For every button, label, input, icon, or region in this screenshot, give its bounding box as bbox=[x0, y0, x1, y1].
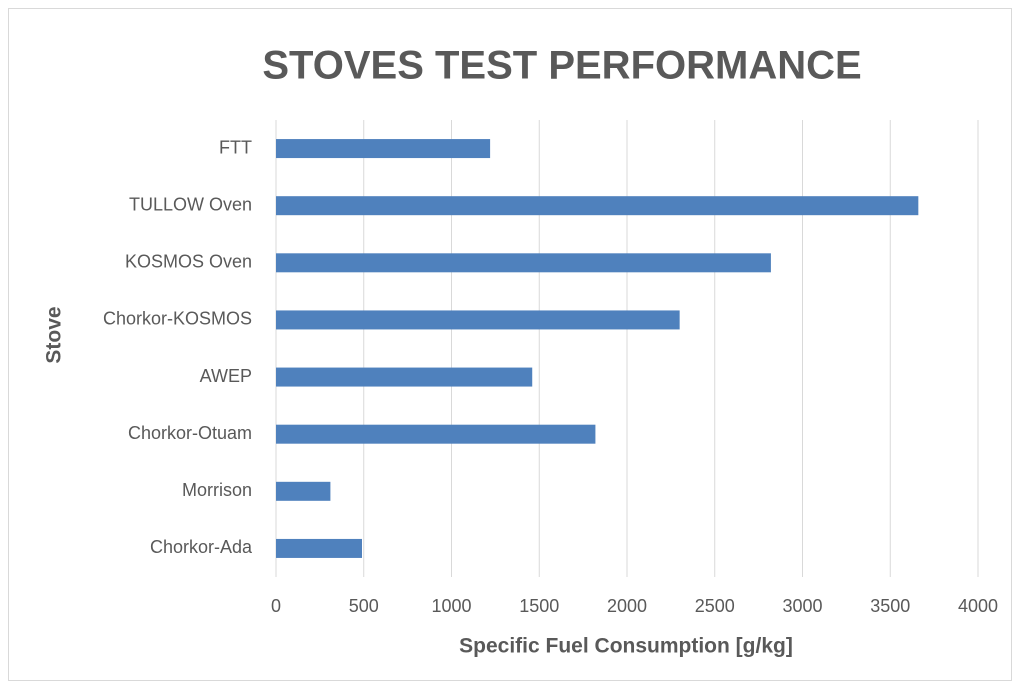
bar bbox=[276, 139, 491, 159]
bar bbox=[276, 538, 362, 558]
chart-frame bbox=[8, 8, 1012, 681]
y-tick-label: KOSMOS Oven bbox=[125, 252, 252, 272]
y-tick-label: Chorkor-Otuam bbox=[128, 423, 252, 443]
bar bbox=[276, 253, 771, 273]
x-tick-label: 500 bbox=[349, 596, 379, 616]
y-axis-label: Stove bbox=[43, 306, 66, 363]
bar bbox=[276, 310, 680, 330]
x-tick-label: 3000 bbox=[782, 596, 822, 616]
x-tick-label: 1000 bbox=[431, 596, 471, 616]
bar bbox=[276, 481, 331, 501]
y-tick-label: Morrison bbox=[182, 480, 252, 500]
y-tick-label: Chorkor-KOSMOS bbox=[103, 309, 252, 329]
bar bbox=[276, 367, 533, 387]
bar bbox=[276, 196, 919, 216]
y-tick-label: AWEP bbox=[200, 366, 252, 386]
x-tick-label: 2000 bbox=[607, 596, 647, 616]
y-tick-label: Chorkor-Ada bbox=[150, 537, 253, 557]
chart-title: STOVES TEST PERFORMANCE bbox=[262, 44, 861, 88]
x-tick-label: 3500 bbox=[870, 596, 910, 616]
bar bbox=[276, 424, 596, 444]
y-tick-label: TULLOW Oven bbox=[129, 194, 252, 214]
x-tick-label: 2500 bbox=[695, 596, 735, 616]
x-axis-label: Specific Fuel Consumption [g/kg] bbox=[459, 635, 793, 658]
x-tick-label: 0 bbox=[271, 596, 281, 616]
y-tick-label: FTT bbox=[219, 137, 252, 157]
x-tick-label: 1500 bbox=[519, 596, 559, 616]
x-tick-label: 4000 bbox=[958, 596, 998, 616]
